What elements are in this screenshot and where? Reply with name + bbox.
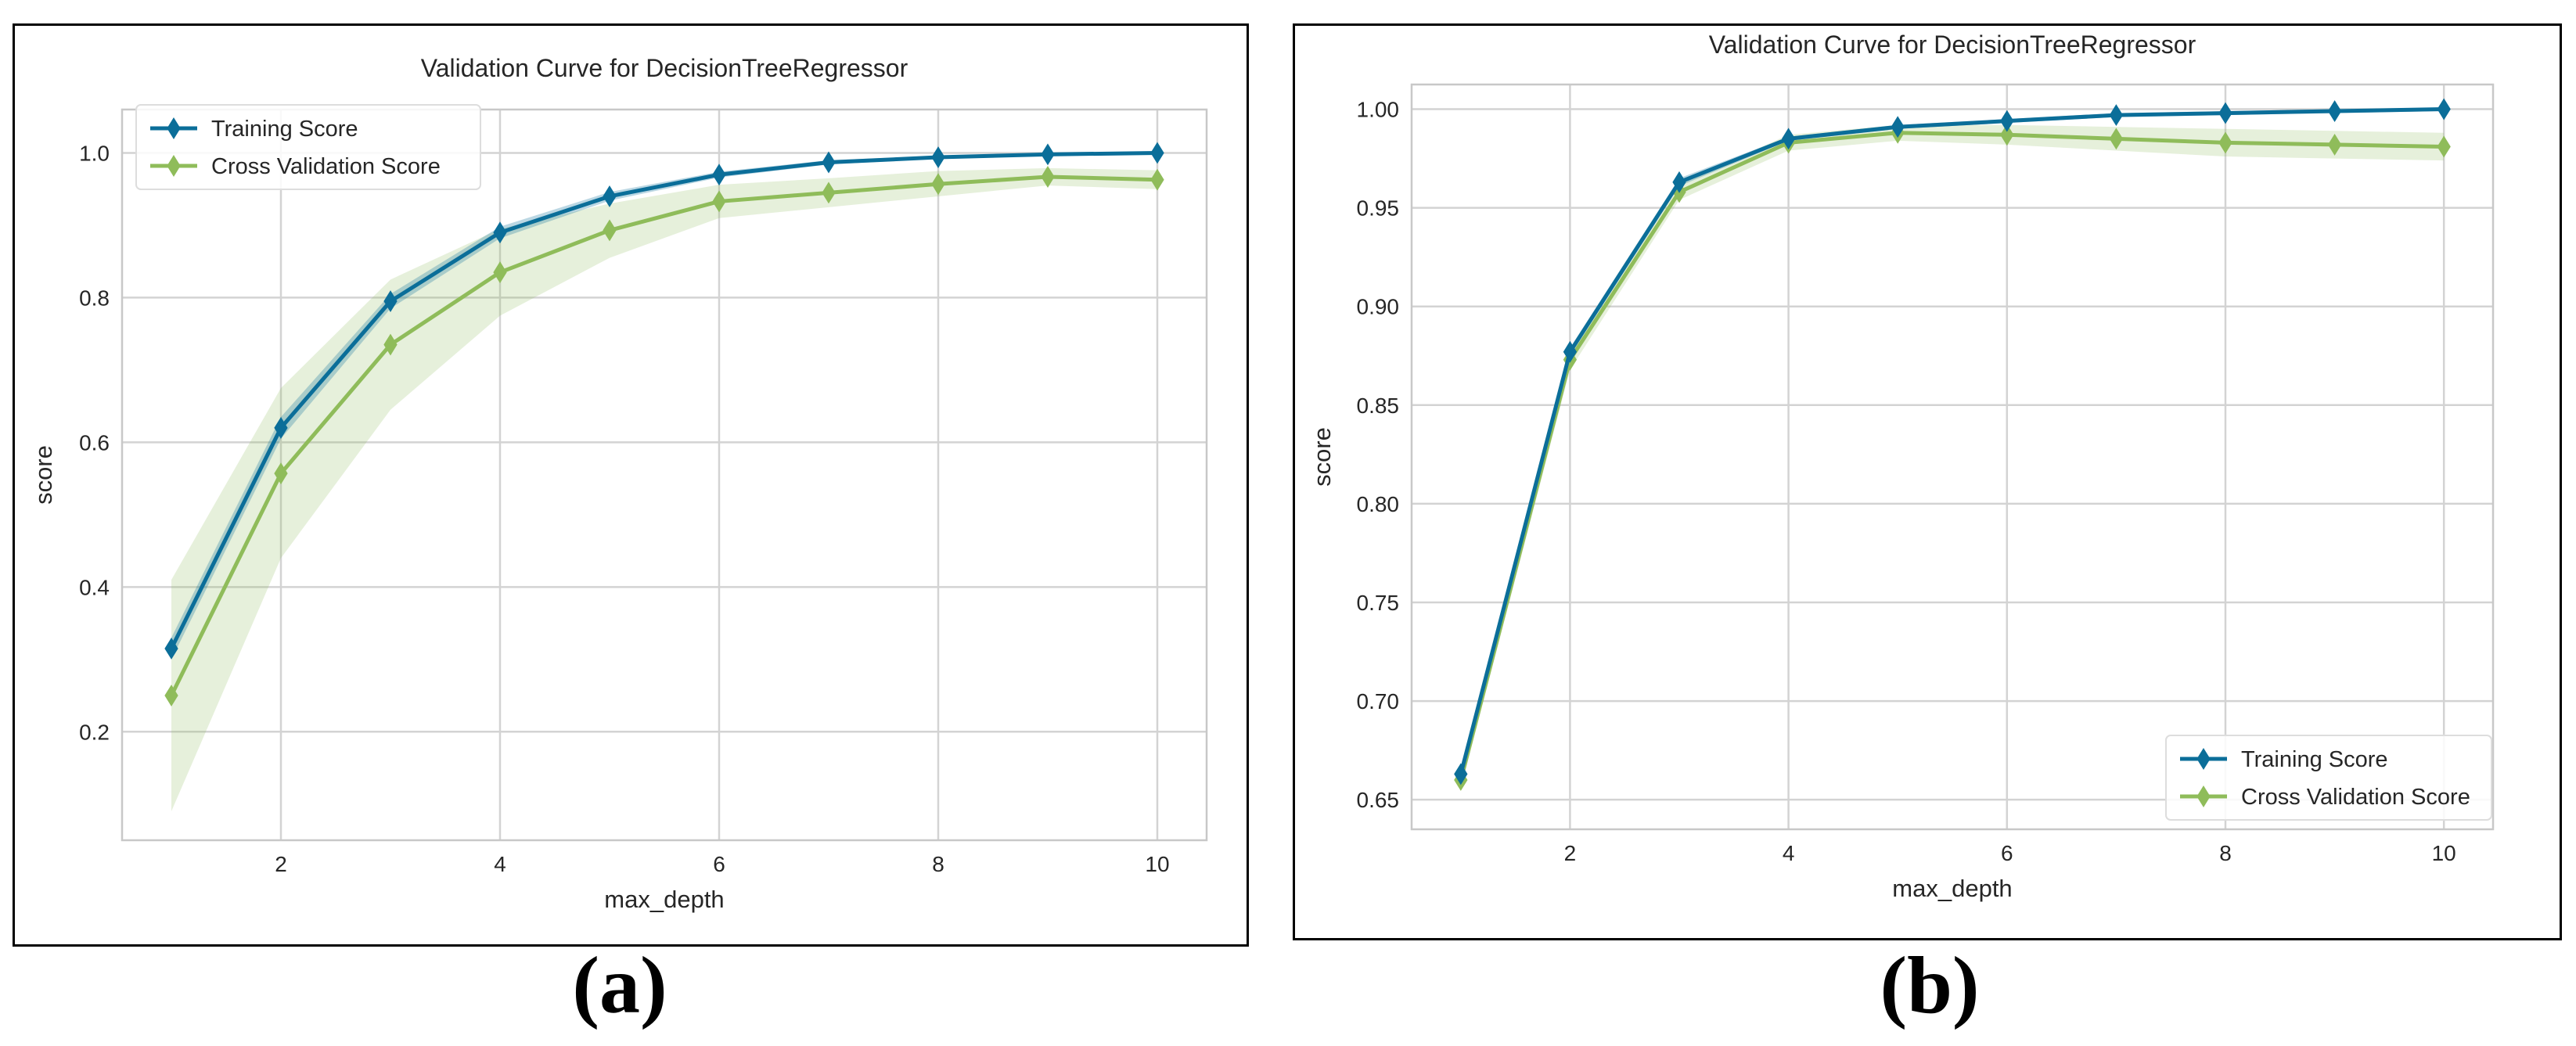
data-point-cv (164, 685, 178, 706)
y-axis-label: score (1308, 427, 1336, 487)
legend-label: Cross Validation Score (211, 154, 441, 179)
y-tick-label: 0.80 (1357, 492, 1400, 516)
data-point-cv (274, 462, 288, 485)
data-point-training (1891, 116, 1905, 138)
x-axis-label: max_depth (604, 886, 724, 913)
y-tick-label: 0.6 (79, 430, 110, 455)
x-tick-label: 6 (2001, 841, 2013, 865)
data-point-cv (2000, 124, 2014, 146)
legend-box (135, 104, 481, 190)
data-point-cv (2109, 128, 2124, 150)
x-tick-label: 4 (494, 852, 506, 876)
validation-curve-chart-a: Validation Curve for DecisionTreeRegress… (13, 23, 1249, 947)
series-line-training (1459, 107, 2445, 775)
data-point-cv (712, 190, 726, 213)
data-point-cv (2437, 135, 2451, 158)
data-point-cv (603, 219, 617, 242)
legend-marker (2196, 748, 2211, 770)
chart-b-svg: Validation Curve for DecisionTreeRegress… (1293, 23, 2562, 940)
data-point-cv (1150, 168, 1164, 191)
data-point-training (822, 151, 836, 174)
data-point-training (383, 290, 398, 313)
legend-label: Training Score (211, 117, 358, 142)
data-point-training (164, 637, 178, 660)
data-point-training (603, 185, 617, 207)
y-tick-label: 0.70 (1357, 689, 1400, 714)
data-point-training (2000, 110, 2014, 132)
data-point-cv (1041, 166, 1055, 188)
series-line-cv (169, 174, 1158, 697)
legend-marker (2196, 785, 2211, 807)
data-point-training (1150, 142, 1164, 164)
data-point-training (274, 416, 288, 439)
x-axis-label: max_depth (1892, 875, 2012, 902)
data-point-training (1041, 143, 1055, 166)
data-point-training (2109, 104, 2124, 127)
x-tick-label: 4 (1783, 841, 1795, 865)
legend-label: Cross Validation Score (2241, 785, 2470, 810)
y-tick-label: 0.90 (1357, 295, 1400, 319)
y-tick-label: 0.75 (1357, 591, 1400, 615)
legend-marker (167, 117, 181, 139)
caption-b: (b) (1880, 940, 1980, 1030)
x-tick-label: 8 (932, 852, 944, 876)
chart-a-svg: Validation Curve for DecisionTreeRegress… (13, 23, 1249, 947)
y-tick-label: 0.8 (79, 286, 110, 310)
data-point-training (712, 164, 726, 186)
series-line-training (169, 150, 1158, 650)
y-tick-label: 0.4 (79, 575, 110, 599)
data-point-training (1563, 340, 1578, 363)
x-tick-label: 6 (713, 852, 725, 876)
legend-label: Training Score (2241, 747, 2388, 772)
y-axis-label: score (30, 445, 57, 505)
data-point-training (2218, 102, 2232, 124)
x-tick-label: 2 (1564, 841, 1577, 865)
y-tick-label: 1.00 (1357, 98, 1400, 122)
legend-box (2165, 735, 2492, 821)
data-point-cv (931, 173, 945, 196)
data-point-cv (822, 182, 836, 204)
y-tick-label: 0.65 (1357, 788, 1400, 812)
chart-title: Validation Curve for DecisionTreeRegress… (421, 54, 908, 82)
data-point-training (493, 221, 507, 244)
data-point-training (2327, 100, 2342, 122)
data-point-cv (493, 261, 507, 284)
chart-title: Validation Curve for DecisionTreeRegress… (1709, 31, 2196, 59)
data-point-training (1781, 128, 1796, 150)
confidence-band-training (171, 153, 1157, 660)
data-point-training (931, 146, 945, 168)
y-tick-label: 1.0 (79, 141, 110, 165)
legend-marker (167, 155, 181, 177)
x-tick-label: 10 (2432, 841, 2456, 865)
x-tick-label: 8 (2219, 841, 2232, 865)
data-point-training (1454, 763, 1468, 785)
y-tick-label: 0.2 (79, 720, 110, 744)
plot-area (121, 108, 1208, 842)
plot-area (1410, 83, 2495, 831)
series-line-cv (1459, 131, 2445, 781)
y-tick-label: 0.85 (1357, 394, 1400, 418)
data-point-training (1672, 171, 1686, 193)
caption-a: (a) (572, 940, 667, 1030)
data-point-cv (2218, 131, 2232, 154)
data-point-cv (2327, 133, 2342, 156)
data-point-cv (383, 333, 398, 356)
confidence-band-cv (171, 167, 1157, 812)
data-point-training (2437, 98, 2451, 120)
x-tick-label: 10 (1145, 852, 1169, 876)
validation-curve-chart-b: Validation Curve for DecisionTreeRegress… (1293, 23, 2562, 940)
x-tick-label: 2 (275, 852, 287, 876)
y-tick-label: 0.95 (1357, 196, 1400, 221)
